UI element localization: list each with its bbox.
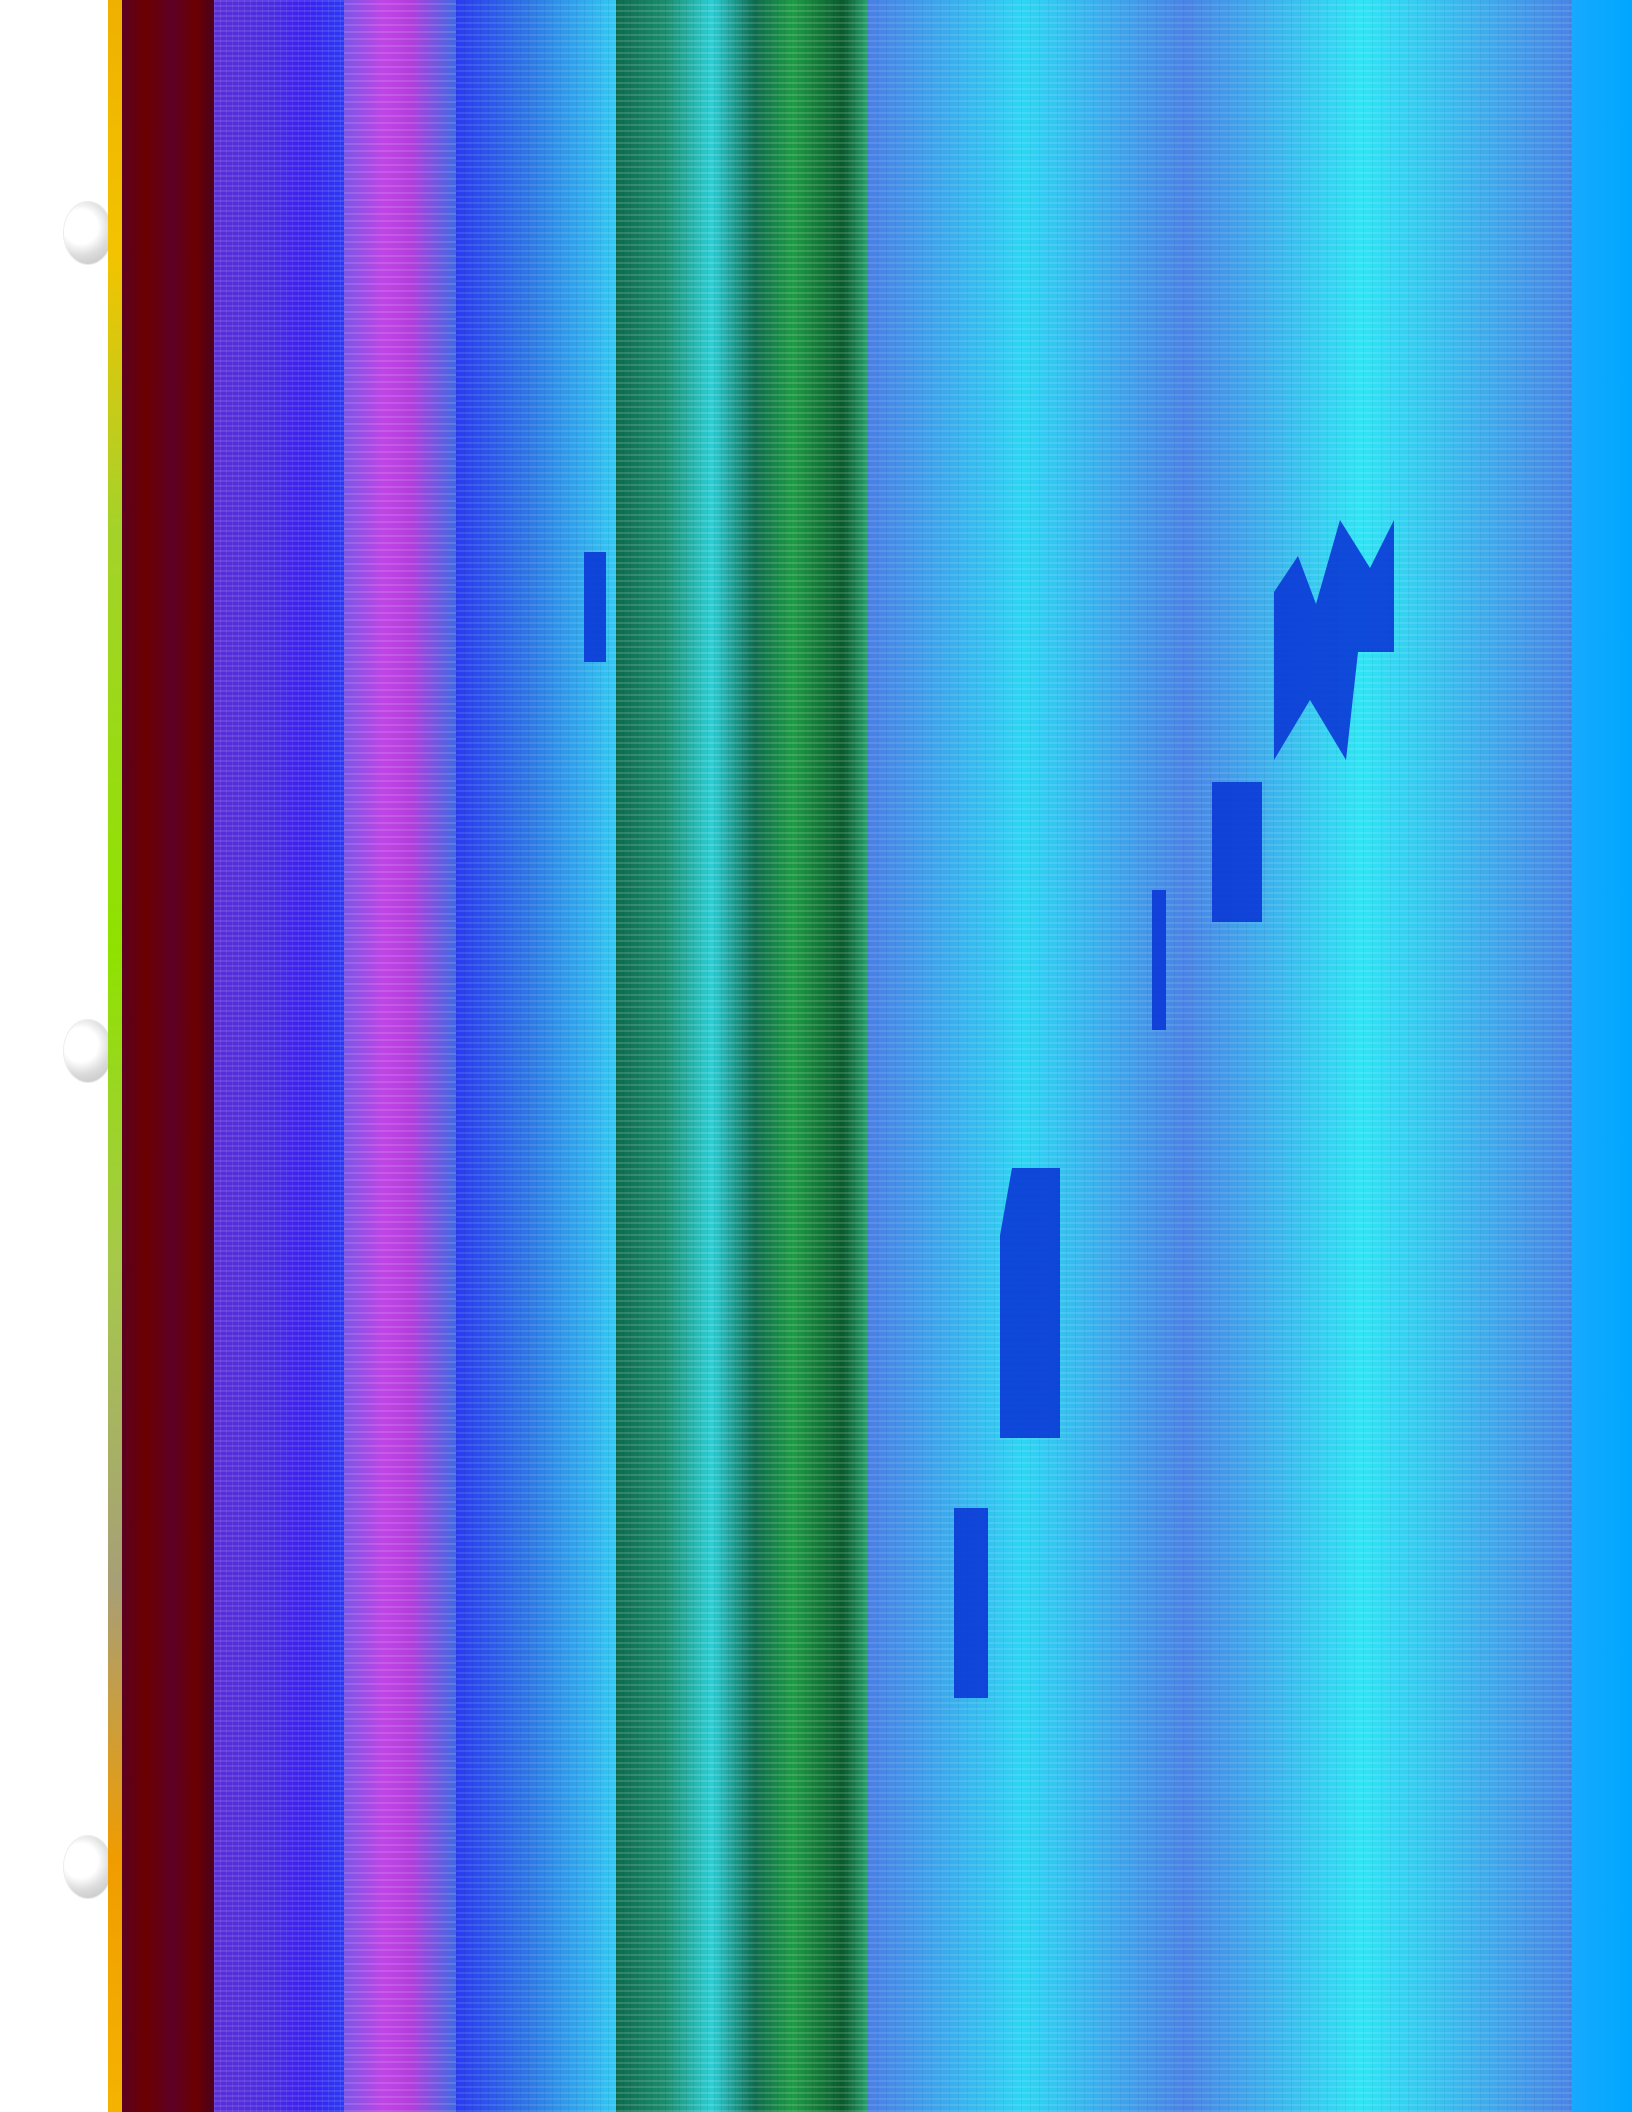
- punch-hole-icon: [64, 1020, 112, 1082]
- left-margin: [0, 0, 108, 2112]
- artifact-blob: [1212, 782, 1262, 922]
- color-band-magenta: [344, 0, 456, 2112]
- punch-hole-icon: [64, 202, 112, 264]
- color-band-teal: [616, 0, 868, 2112]
- color-band-edge: [1572, 0, 1632, 2112]
- color-band-blue: [456, 0, 616, 2112]
- punch-hole-icon: [64, 1836, 112, 1898]
- artifact-blob: [1000, 1168, 1060, 1438]
- description-text: [0, 0, 1, 1]
- artifact-blob: [954, 1508, 988, 1698]
- color-band-sky: [868, 0, 1572, 2112]
- color-band-maroon: [122, 0, 214, 2112]
- artifact-blob: [584, 552, 606, 662]
- artifact-blob: [1152, 890, 1166, 1030]
- color-band-orange: [108, 0, 122, 2112]
- color-band-purple: [214, 0, 344, 2112]
